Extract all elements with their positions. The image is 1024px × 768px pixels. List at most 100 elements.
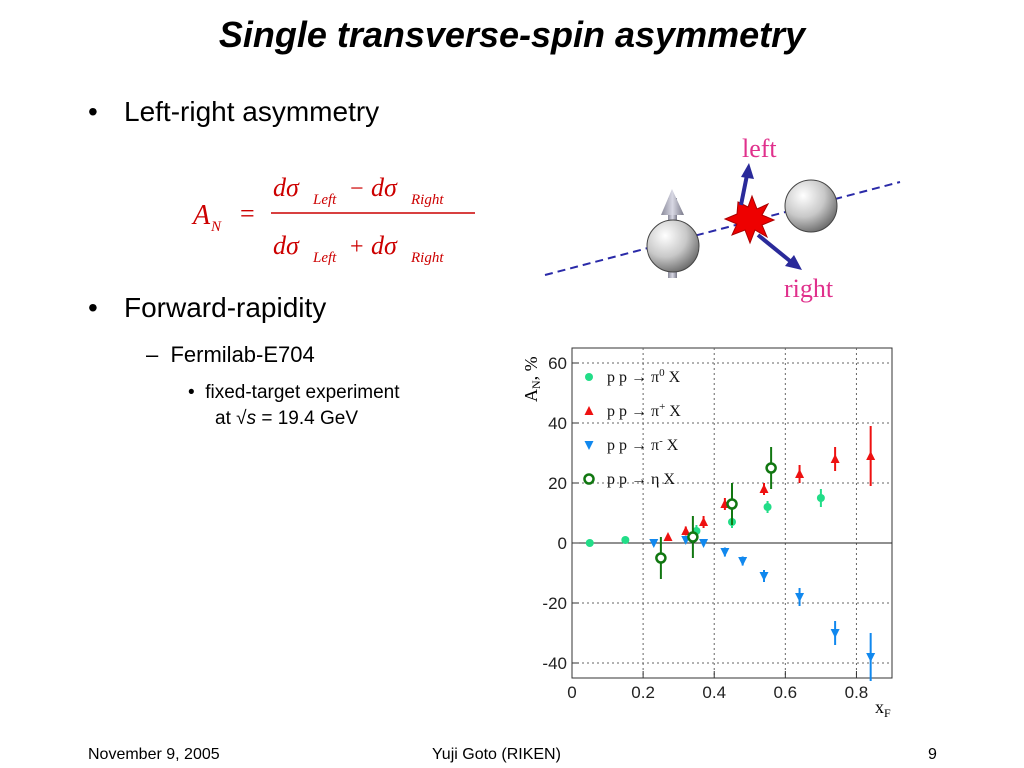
x-tick-label: 0.6 [774,683,798,702]
series-triangle-down [649,536,876,681]
formula-equals: = [240,199,255,228]
numerator-left-subscript: Left [312,192,337,208]
x-tick-label: 0.4 [702,683,726,702]
legend-label: p p → π0 X [607,367,681,386]
numerator-dsigma-right: dσ [371,173,398,202]
data-point [759,484,769,493]
data-point [584,406,594,415]
denominator-right-subscript: Right [410,250,444,266]
sub-sub-bullet-experiment: • fixed-target experiment at √s = 19.4 G… [188,380,400,432]
data-point [699,539,709,548]
legend-entry: p p → π0 X [585,367,681,386]
sub-bullet-text: Fermilab-E704 [170,342,315,367]
legend-entry: p p → π- X [584,435,679,454]
numerator-minus: − [350,176,364,202]
data-point [765,462,777,474]
data-point [663,532,673,541]
legend-label: p p → π+ X [607,401,681,420]
legend-label: p p → π- X [607,435,679,454]
denominator-dsigma-right: dσ [371,231,398,260]
footer-author: Yuji Goto (RIKEN) [432,746,561,763]
data-point [699,517,709,526]
data-point [763,503,772,511]
data-point [726,498,738,510]
y-tick-label: 40 [548,414,567,433]
legend-entry: p p → π+ X [584,401,681,420]
left-arrow-head [741,163,754,179]
spin-arrow-head [661,189,684,215]
data-point [681,526,691,535]
x-axis-ticks: 0 0.2 0.4 0.6 0.8 [567,671,868,702]
data-point [649,539,659,548]
data-point [866,451,876,460]
x-tick-label: 0.8 [845,683,869,702]
formula-lhs: A [191,200,211,231]
data-point [585,539,594,547]
data-point [583,473,595,485]
y-tick-label: 20 [548,474,567,493]
sub-bullet-fermilab: – Fermilab-E704 [146,342,315,368]
sub-sub-line-2: at √s = 19.4 GeV [188,406,400,432]
numerator-dsigma-left: dσ [273,173,300,202]
denominator-plus: + [350,234,364,260]
collision-diagram: left right [544,134,901,303]
data-point [830,629,840,638]
data-point [585,373,593,381]
bullet-left-right-asymmetry: • Left-right asymmetry [88,96,379,128]
data-point [795,593,805,602]
x-tick-label: 0 [567,683,576,702]
y-axis-label: AN, % [521,356,543,402]
plot-grid [572,348,892,678]
y-tick-label: -20 [542,594,567,613]
data-point [738,557,748,566]
sub-sub-text-1: fixed-target experiment [205,382,400,403]
x-axis-label: xF [875,697,891,720]
data-point [720,548,730,557]
left-arrow-shaft [739,174,749,206]
y-tick-label: 60 [548,354,567,373]
series-circle-open [655,447,777,579]
bullet-marker: • [88,292,98,323]
x-tick-label: 0.2 [631,683,655,702]
denominator-left-subscript: Left [312,250,337,266]
footer-page-number: 9 [928,746,937,763]
polarized-proton-ball [646,219,700,273]
legend-entry: p p → η X [583,471,675,488]
data-point [830,454,840,463]
sub-sub-prefix: at [215,408,237,429]
sub-bullet-dash: – [146,342,171,367]
data-point [584,441,594,450]
right-arrow-head [785,255,802,270]
data-point [759,572,769,581]
sqrt-symbol: √ [236,408,247,429]
data-point [866,653,876,662]
beam-axis-line [544,181,901,276]
bullet-text: Forward-rapidity [124,292,327,323]
bullet-forward-rapidity: • Forward-rapidity [88,292,326,324]
data-point [687,531,699,543]
sub-sub-bullet-marker: • [188,382,206,403]
left-label: left [742,134,777,163]
numerator-right-subscript: Right [410,192,444,208]
y-tick-label: -40 [542,654,567,673]
data-point [816,494,825,502]
series-circle-filled [585,489,825,547]
s-variable: s [246,408,257,429]
asymmetry-formula: A N = dσ Left − dσ Right dσ Left + dσ Ri… [191,173,475,266]
series-triangle-up [663,426,876,541]
data-point [655,552,667,564]
data-point [621,536,630,544]
target-proton-ball [784,179,838,233]
formula-lhs-subscript: N [210,219,222,235]
plot-legend: p p → π0 X p p → π+ X p p → π- X p p → η X [583,367,681,488]
y-axis-ticks: -40 -20 0 20 40 60 [542,354,579,673]
slide-title: Single transverse-spin asymmetry [218,14,806,55]
plot-series [585,426,876,681]
y-tick-label: 0 [558,534,567,553]
collision-burst-icon [723,194,776,245]
legend-label: p p → η X [607,471,675,488]
right-arrow-shaft [756,233,792,263]
right-label: right [784,274,834,303]
footer-date: November 9, 2005 [88,746,220,763]
